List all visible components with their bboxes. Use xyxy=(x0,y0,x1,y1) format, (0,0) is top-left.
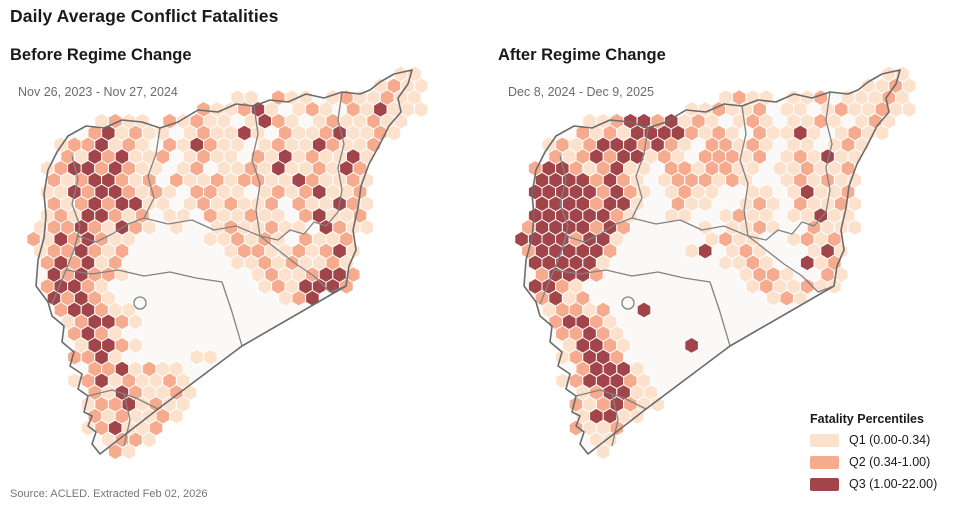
panel-daterange-after: Dec 8, 2024 - Dec 9, 2025 xyxy=(508,85,654,99)
hex-cell-q1 xyxy=(874,124,890,142)
hex-cell-q1 xyxy=(697,195,713,213)
hex-cell-q1 xyxy=(141,218,157,236)
hex-cell-q1 xyxy=(359,218,375,236)
hex-cell-q1 xyxy=(718,254,733,272)
hex-cell-q1 xyxy=(765,218,781,236)
page-title: Daily Average Conflict Fatalities xyxy=(10,6,279,26)
hex-cell-q1 xyxy=(847,218,863,236)
legend-swatch-q3 xyxy=(810,477,839,491)
hex-cell-q3 xyxy=(305,289,320,307)
panel-heading-after: After Regime Change xyxy=(498,46,666,64)
hex-cell-q1 xyxy=(813,277,829,295)
legend: Fatality Percentiles Q1 (0.00-0.34) Q2 (… xyxy=(810,412,960,499)
map-after xyxy=(514,65,917,461)
hex-cell-q1 xyxy=(793,289,808,307)
legend-item-q3: Q3 (1.00-22.00) xyxy=(810,477,960,491)
hex-cell-q1 xyxy=(230,254,245,272)
hex-cell-q1 xyxy=(128,336,143,354)
legend-item-q1: Q1 (0.00-0.34) xyxy=(810,433,960,447)
hex-cell-q1 xyxy=(413,100,429,118)
hex-cell-q3 xyxy=(697,242,713,260)
map-before xyxy=(26,65,429,461)
hex-cell-q1 xyxy=(189,348,205,366)
hex-cell-q1 xyxy=(650,395,665,413)
hex-cell-q1 xyxy=(141,431,157,449)
hex-cell-q1 xyxy=(80,419,96,437)
hex-cell-q2 xyxy=(779,289,795,307)
source-note: Source: ACLED. Extracted Feb 02, 2026 xyxy=(10,488,208,500)
legend-title: Fatality Percentiles xyxy=(810,412,924,426)
hex-cell-q3 xyxy=(799,254,815,272)
hex-cell-q1 xyxy=(257,277,273,295)
hex-cell-q3 xyxy=(325,277,341,295)
hex-cell-q1 xyxy=(203,348,218,366)
panel-daterange-before: Nov 26, 2023 - Nov 27, 2024 xyxy=(18,85,178,99)
hex-cell-q3 xyxy=(684,336,699,354)
legend-label-q2: Q2 (0.34-1.00) xyxy=(849,455,931,469)
legend-label-q1: Q1 (0.00-0.34) xyxy=(849,433,931,447)
hexbin-layer-before xyxy=(26,65,429,461)
hex-cell-q1 xyxy=(169,407,184,425)
legend-item-q2: Q2 (0.34-1.00) xyxy=(810,455,960,469)
hex-cell-q3 xyxy=(636,301,652,319)
hex-cell-q1 xyxy=(277,289,293,307)
legend-swatch-q1 xyxy=(810,433,839,447)
hex-cell-q1 xyxy=(786,207,801,225)
hex-cell-q2 xyxy=(589,266,604,284)
hex-cell-q2 xyxy=(291,289,307,307)
hex-cell-q2 xyxy=(568,419,584,437)
hex-cell-q1 xyxy=(121,443,137,461)
hex-cell-q1 xyxy=(114,266,130,284)
hex-cell-q2 xyxy=(725,171,740,189)
hex-cell-q1 xyxy=(765,289,781,307)
legend-swatch-q2 xyxy=(810,455,839,469)
hex-cell-q1 xyxy=(684,242,699,260)
hex-cell-q1 xyxy=(386,124,402,142)
hexbin-layer-after xyxy=(514,65,917,461)
hex-cell-q1 xyxy=(745,277,761,295)
panel-heading-before: Before Regime Change xyxy=(10,46,192,64)
hex-cell-q1 xyxy=(901,100,917,118)
hex-cell-q1 xyxy=(128,313,143,331)
hex-cell-q1 xyxy=(677,207,693,225)
legend-label-q3: Q3 (1.00-22.00) xyxy=(849,477,938,491)
hex-cell-q1 xyxy=(203,230,218,248)
